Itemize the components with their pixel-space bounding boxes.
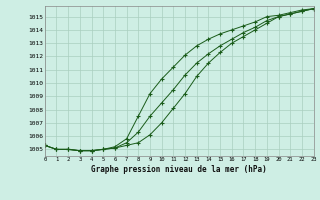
X-axis label: Graphe pression niveau de la mer (hPa): Graphe pression niveau de la mer (hPa) bbox=[91, 165, 267, 174]
